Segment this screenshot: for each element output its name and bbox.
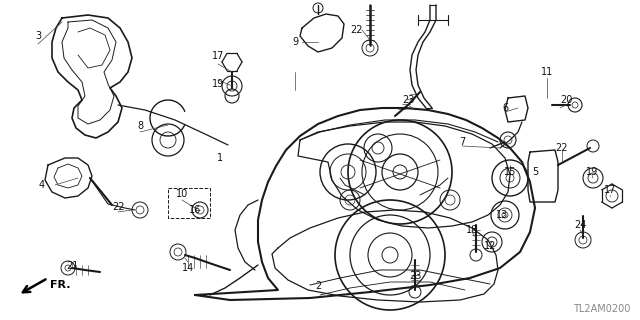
Text: 17: 17 [604,185,616,195]
Text: 6: 6 [502,103,508,113]
Text: 15: 15 [504,167,516,177]
Text: 8: 8 [137,121,143,131]
Text: TL2AM0200: TL2AM0200 [573,304,630,314]
Text: 9: 9 [292,37,298,47]
Text: 19: 19 [212,79,224,89]
Text: 17: 17 [212,51,224,61]
Circle shape [225,89,239,103]
Text: 19: 19 [586,167,598,177]
Text: FR.: FR. [50,280,70,290]
Text: 5: 5 [532,167,538,177]
Text: 20: 20 [560,95,572,105]
Text: 11: 11 [541,67,553,77]
Text: 21: 21 [66,261,78,271]
Text: 23: 23 [402,95,414,105]
Text: 23: 23 [409,271,421,281]
Text: 16: 16 [189,205,201,215]
Text: 2: 2 [315,281,321,291]
Text: 22: 22 [349,25,362,35]
Text: 22: 22 [556,143,568,153]
Text: 1: 1 [217,153,223,163]
Text: 7: 7 [459,137,465,147]
Text: 10: 10 [176,189,188,199]
Text: 22: 22 [112,202,124,212]
Text: 4: 4 [39,180,45,190]
Text: 12: 12 [484,241,496,251]
Text: 24: 24 [574,220,586,230]
Text: 3: 3 [35,31,41,41]
Text: 13: 13 [496,210,508,220]
Text: 18: 18 [466,225,478,235]
Text: 14: 14 [182,263,194,273]
